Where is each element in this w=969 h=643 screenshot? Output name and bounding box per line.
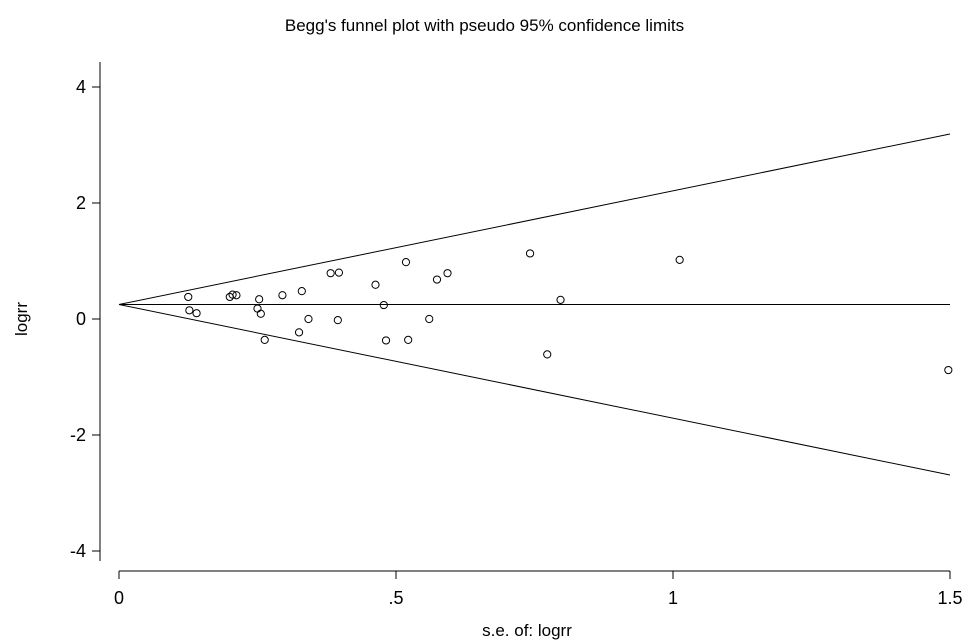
data-point bbox=[334, 268, 344, 277]
data-point bbox=[425, 314, 434, 324]
x-tick-label: .5 bbox=[388, 588, 403, 608]
data-point bbox=[260, 335, 269, 344]
data-point bbox=[326, 269, 335, 278]
data-point bbox=[228, 290, 237, 299]
y-tick-label: 2 bbox=[76, 193, 86, 213]
data-point bbox=[304, 314, 313, 324]
data-point bbox=[381, 336, 391, 345]
data-point bbox=[404, 335, 413, 344]
lower-limit-line bbox=[118, 304, 951, 476]
data-point bbox=[253, 304, 262, 313]
data-point bbox=[184, 292, 193, 302]
upper-limit-line bbox=[118, 133, 951, 305]
data-point bbox=[371, 280, 380, 289]
data-point bbox=[556, 295, 565, 304]
data-point bbox=[443, 269, 452, 278]
y-tick-label: 4 bbox=[76, 77, 86, 97]
data-point bbox=[525, 249, 535, 258]
data-point bbox=[432, 275, 442, 284]
data-point bbox=[379, 300, 388, 310]
data-point bbox=[297, 287, 306, 296]
data-point bbox=[255, 295, 264, 304]
y-axis-label: logrr bbox=[12, 302, 31, 336]
data-point bbox=[185, 306, 194, 315]
data-point bbox=[543, 350, 552, 359]
x-axis-label: s.e. of: logrr bbox=[482, 621, 572, 640]
x-tick-label: 1 bbox=[668, 588, 678, 608]
data-point bbox=[333, 316, 342, 325]
y-tick-label: -2 bbox=[70, 425, 86, 445]
data-point bbox=[256, 309, 265, 318]
axes: 4 2 0 -2 -4 0 .5 1 1.5 bbox=[70, 62, 963, 608]
data-point bbox=[294, 328, 304, 337]
data-point bbox=[401, 258, 411, 267]
data-point bbox=[278, 291, 287, 300]
data-point bbox=[675, 255, 684, 264]
data-point bbox=[944, 365, 953, 375]
data-point bbox=[232, 291, 241, 300]
y-tick-label: -4 bbox=[70, 541, 86, 561]
x-tick-label: 1.5 bbox=[937, 588, 962, 608]
data-points bbox=[184, 249, 953, 375]
confidence-limits bbox=[118, 133, 951, 476]
chart-title: Begg's funnel plot with pseudo 95% confi… bbox=[284, 16, 685, 35]
x-tick-label: 0 bbox=[114, 588, 124, 608]
y-tick-label: 0 bbox=[76, 309, 86, 329]
data-point bbox=[192, 309, 201, 318]
